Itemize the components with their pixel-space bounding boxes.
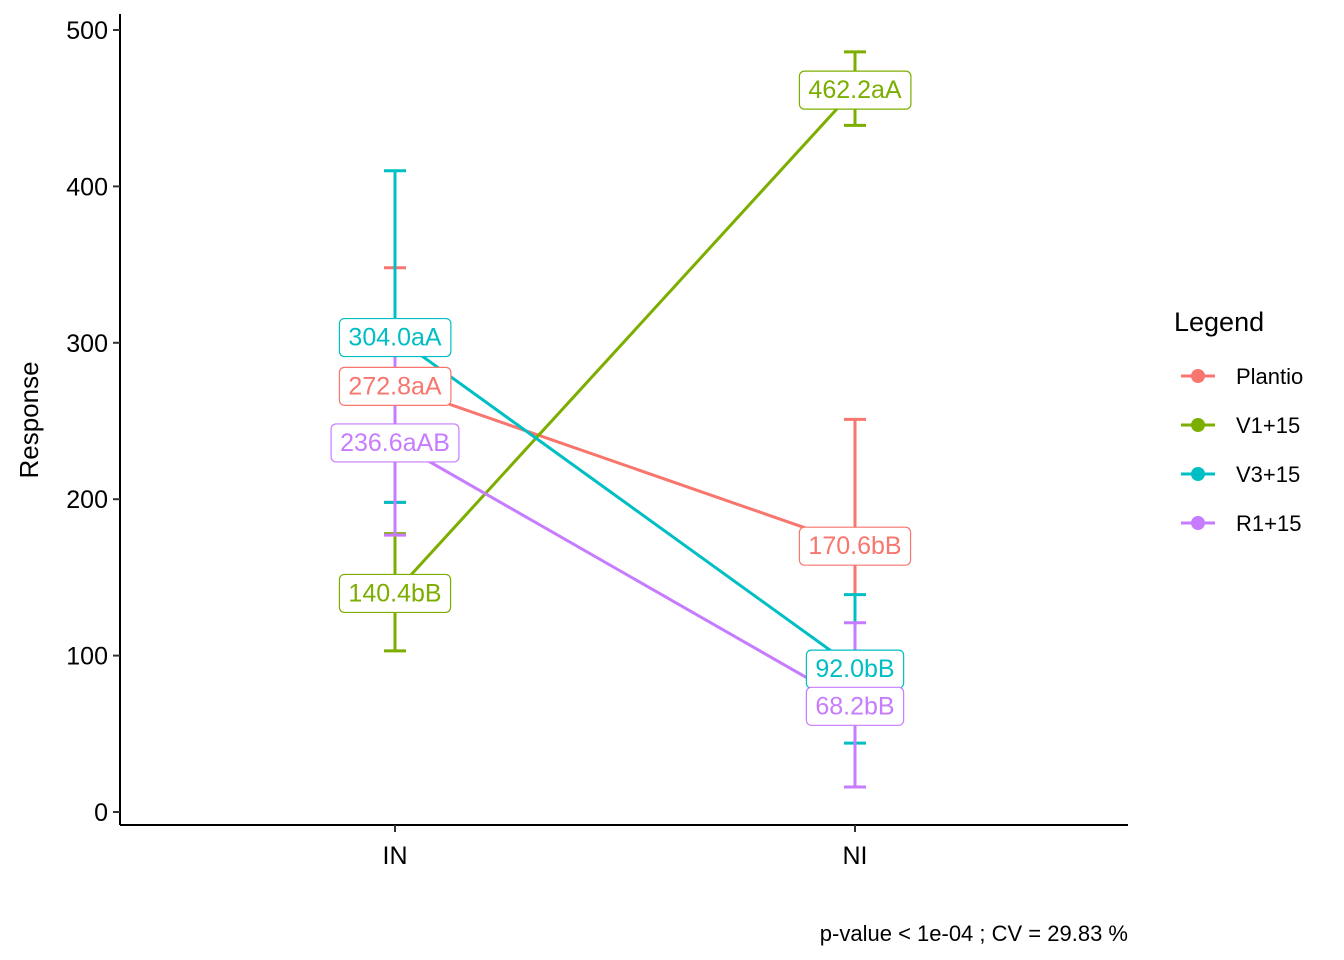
svg-text:462.2aA: 462.2aA bbox=[808, 76, 901, 104]
svg-text:68.2bB: 68.2bB bbox=[815, 692, 894, 720]
data-label: 462.2aA bbox=[798, 70, 912, 110]
series-line bbox=[394, 440, 856, 707]
data-label: 170.6bB bbox=[798, 526, 912, 566]
caption: p-value < 1e-04 ; CV = 29.83 % bbox=[820, 921, 1128, 946]
x-axis: IN NI bbox=[120, 824, 1128, 870]
svg-text:140.4bB: 140.4bB bbox=[348, 579, 441, 607]
data-label: 92.0bB bbox=[805, 649, 905, 689]
svg-text:272.8aA: 272.8aA bbox=[348, 372, 441, 400]
plot-area: 272.8aA 170.6bB 140.4bB 462.2aA 304.0aA 92.0b… bbox=[330, 50, 912, 789]
y-tick-label: 0 bbox=[94, 799, 108, 827]
svg-text:92.0bB: 92.0bB bbox=[815, 655, 894, 683]
series-line bbox=[394, 383, 856, 547]
legend-label: V3+15 bbox=[1236, 462, 1300, 487]
legend-item: Plantio bbox=[1181, 364, 1303, 389]
legend-key-dot bbox=[1191, 369, 1205, 383]
legend-item: V1+15 bbox=[1181, 413, 1300, 438]
y-tick-label: 400 bbox=[66, 173, 108, 201]
svg-text:236.6aAB: 236.6aAB bbox=[340, 429, 450, 457]
legend-item: R1+15 bbox=[1181, 511, 1301, 536]
legend-label: V1+15 bbox=[1236, 413, 1300, 438]
data-label: 272.8aA bbox=[338, 366, 452, 406]
legend-label: Plantio bbox=[1236, 364, 1303, 389]
series-line bbox=[394, 335, 856, 670]
x-tick-label: NI bbox=[843, 842, 868, 870]
data-label: 68.2bB bbox=[805, 686, 905, 726]
y-tick-label: 200 bbox=[66, 486, 108, 514]
x-tick-label: IN bbox=[383, 842, 408, 870]
svg-text:170.6bB: 170.6bB bbox=[808, 532, 901, 560]
legend-item: V3+15 bbox=[1181, 462, 1300, 487]
legend-key-dot bbox=[1191, 516, 1205, 530]
y-axis: 0 100 200 300 400 500 bbox=[66, 14, 121, 827]
legend: Legend Plantio V1+15 V3+15 R1+15 bbox=[1174, 307, 1303, 536]
y-tick-label: 500 bbox=[66, 17, 108, 45]
data-label: 140.4bB bbox=[338, 573, 452, 614]
svg-text:304.0aA: 304.0aA bbox=[348, 324, 441, 352]
legend-label: R1+15 bbox=[1236, 511, 1301, 536]
legend-title: Legend bbox=[1174, 307, 1264, 337]
y-tick-label: 100 bbox=[66, 643, 108, 671]
legend-key-dot bbox=[1191, 418, 1205, 432]
data-label: 236.6aAB bbox=[330, 423, 460, 463]
legend-key-dot bbox=[1191, 467, 1205, 481]
y-axis-title: Response bbox=[14, 361, 44, 478]
y-tick-label: 300 bbox=[66, 330, 108, 358]
data-label: 304.0aA bbox=[338, 317, 452, 358]
series-line bbox=[393, 88, 857, 594]
